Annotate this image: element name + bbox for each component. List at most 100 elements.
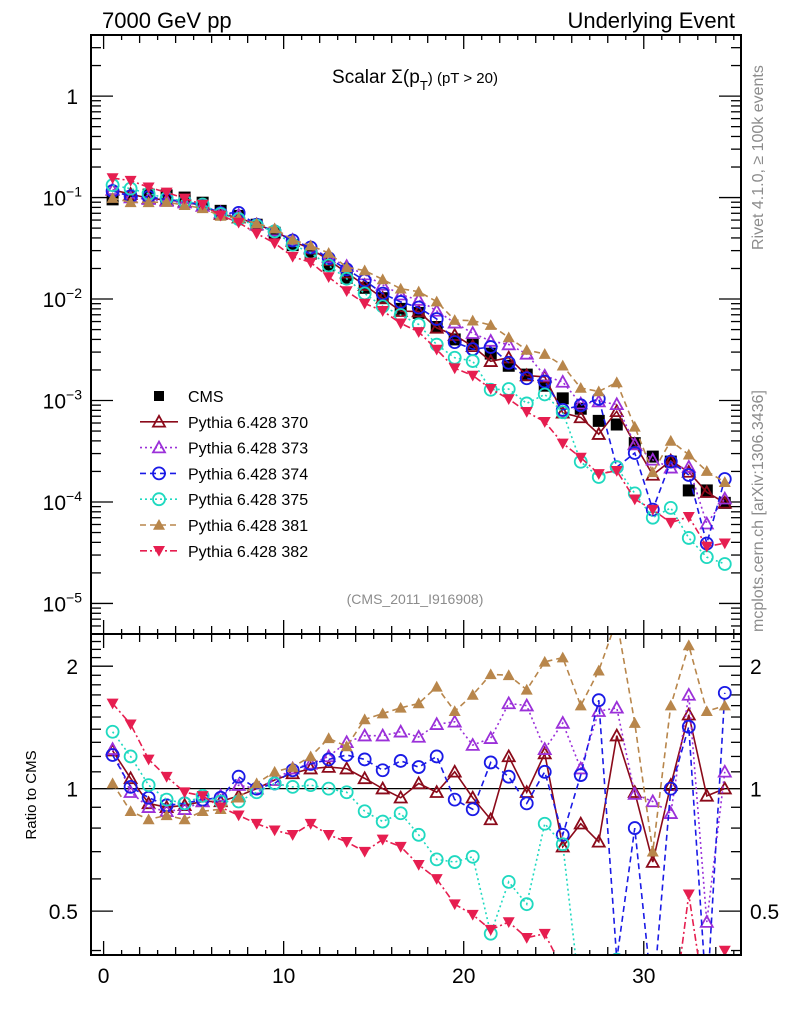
legend-label: Pythia 6.428 382 bbox=[188, 544, 308, 561]
data-point bbox=[483, 382, 498, 397]
data-point bbox=[286, 233, 299, 245]
ratio-point bbox=[717, 780, 733, 795]
ratio-point bbox=[357, 727, 373, 742]
ratio-line bbox=[111, 634, 726, 852]
tick-base: 10 bbox=[43, 492, 66, 515]
legend: CMS Pythia 6.428 370 Pythia 6.428 373 Pythi… bbox=[140, 389, 308, 561]
tick-base: 10 bbox=[43, 391, 66, 414]
ratio-point bbox=[681, 687, 697, 701]
legend-marker bbox=[152, 492, 166, 507]
data-point bbox=[411, 292, 427, 306]
data-point bbox=[232, 217, 245, 229]
ratio-point bbox=[231, 769, 246, 784]
ratio-point bbox=[501, 874, 516, 889]
ratio-point bbox=[105, 748, 120, 762]
ratio-point bbox=[663, 781, 678, 796]
data-point bbox=[376, 306, 389, 317]
ratio-point bbox=[105, 724, 120, 739]
ratio-point bbox=[611, 952, 622, 955]
data-point bbox=[682, 484, 695, 497]
ratio-point bbox=[394, 841, 407, 853]
data-point bbox=[393, 295, 408, 309]
data-point bbox=[501, 336, 517, 351]
ratio-point bbox=[627, 786, 643, 800]
ratio-point bbox=[502, 917, 515, 929]
ratio-point bbox=[411, 729, 427, 743]
data-point bbox=[268, 238, 281, 250]
ratio-point bbox=[718, 945, 731, 955]
ratio-ylabel: Ratio to CMS bbox=[23, 750, 40, 839]
ratio-point bbox=[322, 830, 335, 841]
ratio-point bbox=[340, 837, 353, 848]
ratio-point bbox=[502, 669, 515, 681]
data-point bbox=[519, 371, 534, 386]
ratio-point bbox=[520, 932, 533, 944]
data-point bbox=[268, 222, 281, 234]
ratio-point bbox=[429, 852, 444, 867]
data-point bbox=[106, 173, 119, 185]
ratio-point bbox=[465, 802, 480, 817]
data-point bbox=[484, 319, 497, 330]
ratio-point bbox=[484, 924, 497, 936]
data-point bbox=[646, 466, 659, 478]
main-axes: 110−110−210−310−410−5 bbox=[43, 34, 741, 648]
legend-marker bbox=[152, 466, 166, 481]
ratio-y-tick-label-right: 1 bbox=[750, 779, 762, 802]
ratio-point bbox=[447, 792, 462, 807]
data-point bbox=[124, 175, 137, 187]
ratio-point bbox=[429, 749, 444, 764]
ratio-point bbox=[573, 760, 589, 775]
ratio-point bbox=[412, 859, 425, 871]
data-point bbox=[627, 436, 643, 451]
ratio-point bbox=[393, 754, 408, 768]
ratio-point bbox=[376, 707, 389, 719]
ratio-point bbox=[701, 995, 713, 1007]
ratio-point bbox=[466, 909, 479, 921]
ratio-point bbox=[645, 793, 661, 808]
data-point bbox=[520, 343, 533, 355]
data-point bbox=[592, 469, 605, 480]
data-point bbox=[574, 452, 587, 464]
ratio-point bbox=[501, 748, 517, 763]
ratio-point bbox=[593, 997, 605, 1008]
ratio-point bbox=[123, 749, 138, 764]
ratio-point bbox=[593, 1008, 605, 1020]
ratio-point bbox=[645, 854, 661, 868]
data-point bbox=[375, 277, 391, 291]
ratio-y-tick-label: 1 bbox=[66, 779, 78, 802]
data-point bbox=[411, 300, 426, 315]
data-point bbox=[664, 517, 677, 529]
series-line bbox=[112, 190, 726, 547]
ratio-point bbox=[646, 845, 659, 857]
ratio-point bbox=[268, 765, 281, 777]
data-point bbox=[358, 298, 371, 310]
data-point bbox=[465, 354, 480, 368]
ratio-point bbox=[574, 699, 587, 711]
ratio-point bbox=[681, 719, 696, 734]
data-point bbox=[322, 272, 335, 284]
ratio-point bbox=[105, 741, 121, 755]
ratio-point bbox=[267, 772, 283, 786]
series-pythia-6-428-375 bbox=[105, 178, 732, 571]
tick-exp: −1 bbox=[66, 184, 82, 200]
mcplots-label: mcplots.cern.ch [arXiv:1306.3436] bbox=[750, 390, 767, 632]
ratio-point bbox=[304, 818, 317, 830]
ratio-point bbox=[232, 810, 245, 822]
ratio-point bbox=[627, 821, 642, 835]
ratio-y-tick-label: 2 bbox=[66, 656, 78, 679]
data-point bbox=[447, 335, 462, 350]
data-point bbox=[537, 367, 553, 382]
ratio-point bbox=[393, 806, 408, 821]
ratio-point bbox=[178, 787, 191, 799]
ratio-y-tick-label: 0.5 bbox=[49, 901, 78, 924]
data-point bbox=[484, 383, 497, 395]
ratio-point bbox=[465, 737, 481, 751]
data-point bbox=[178, 199, 191, 211]
ratio-point bbox=[123, 770, 139, 785]
legend-marker bbox=[151, 439, 167, 454]
ratio-point bbox=[142, 813, 155, 825]
ratio-point bbox=[142, 754, 155, 766]
data-point bbox=[610, 418, 623, 431]
legend-item: Pythia 6.428 370 bbox=[140, 413, 308, 432]
ratio-point bbox=[267, 776, 282, 791]
